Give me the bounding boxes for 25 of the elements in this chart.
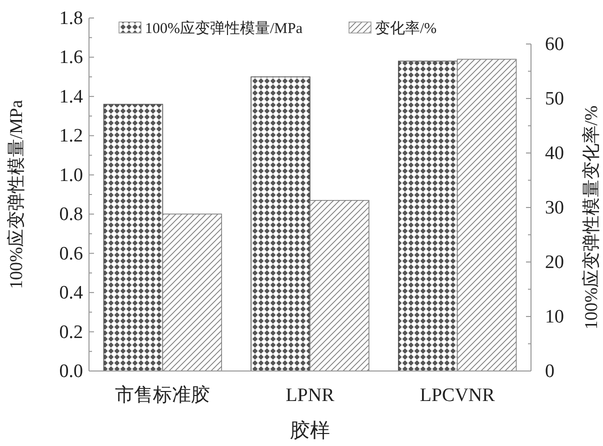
y-tick-label: 1.4 xyxy=(59,86,84,108)
y-tick-label: 0.8 xyxy=(59,204,83,226)
y-tick-label: 1.0 xyxy=(59,164,83,186)
y-tick-label: 0.6 xyxy=(59,243,83,264)
x-tick-label: LPNR xyxy=(286,385,335,406)
x-axis-title: 胶样 xyxy=(290,420,330,442)
y-tick-label: 0.0 xyxy=(59,361,83,382)
y-tick-label: 1.2 xyxy=(59,126,83,147)
y-axis-title: 100%应变弹性模量/MPa xyxy=(6,100,26,289)
y-tick-label: 1.8 xyxy=(59,8,83,29)
x-tick-label: LPCVNR xyxy=(420,385,496,406)
y2-tick-label: 40 xyxy=(545,143,564,164)
y2-tick-label: 0 xyxy=(545,361,554,382)
y-tick-label: 1.6 xyxy=(59,47,83,68)
y-tick-label: 0.2 xyxy=(59,322,83,343)
y2-tick-label: 60 xyxy=(545,34,564,55)
x-tick-label: 市售标准胶 xyxy=(115,384,210,406)
y2-tick-label: 10 xyxy=(545,306,564,328)
y2-tick-label: 20 xyxy=(545,252,564,273)
y-tick-label: 0.4 xyxy=(59,282,84,304)
legend-label: 变化率/% xyxy=(375,20,437,37)
y2-tick-label: 30 xyxy=(545,198,564,218)
y2-axis-title: 100%应变弹性模量变化率/% xyxy=(581,106,601,330)
legend-label: 100%应变弹性模量/MPa xyxy=(145,20,303,37)
y2-tick-label: 50 xyxy=(545,88,564,110)
